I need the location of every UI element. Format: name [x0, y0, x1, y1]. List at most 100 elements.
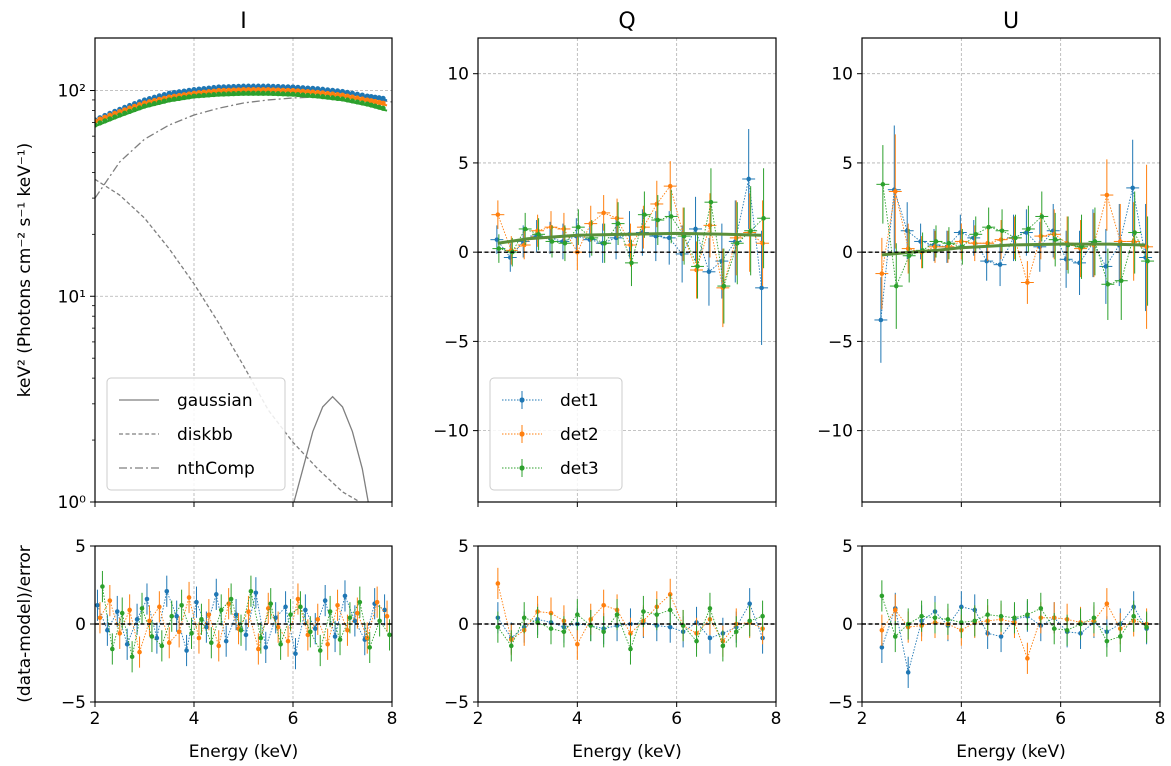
data-point-det3: [1012, 615, 1017, 621]
x-tick-label: 8: [1155, 709, 1166, 729]
data-point-det3: [496, 246, 502, 251]
data-point-det3: [179, 602, 184, 608]
y-tick-label: −5: [444, 693, 469, 713]
data-point-det3: [668, 214, 674, 219]
data-point-det2: [186, 595, 192, 600]
data-point-det3: [576, 224, 581, 230]
data-point-det1: [105, 627, 110, 633]
data-point-det3: [642, 212, 647, 217]
data-point-det2: [575, 641, 580, 647]
data-point-det3: [1092, 239, 1098, 244]
panel-title: Q: [618, 9, 635, 34]
data-point-det1: [293, 651, 298, 656]
plot-area-I_resid: [95, 546, 392, 702]
data-point-det3: [615, 221, 621, 226]
data-point-det3: [1038, 606, 1044, 611]
legend-label: det1: [560, 391, 599, 411]
connector-det3: [498, 202, 764, 287]
plot-area-U_main: [862, 38, 1160, 502]
data-point-det3: [1078, 621, 1083, 627]
axes-frame: [477, 37, 777, 503]
data-point-det1: [342, 593, 348, 599]
plot-area-I_main: [95, 38, 392, 502]
data-point-det2: [667, 183, 673, 189]
panel-U_main: −10 −5 0 5 10 U: [817, 9, 1161, 507]
data-point-det3: [110, 646, 115, 652]
data-point-det1: [1103, 264, 1109, 269]
y-tick-label: 0: [842, 615, 853, 635]
legend-label: det3: [560, 459, 599, 479]
data-point-det2: [561, 226, 567, 232]
data-point-det3: [892, 634, 898, 639]
data-point-det3: [218, 607, 224, 613]
data-point-det1: [184, 648, 189, 653]
y-tick-label: 0: [458, 615, 469, 635]
y-tick-label: 5: [458, 154, 469, 174]
data-point-det2: [548, 224, 554, 230]
model-curve-diskbb: [95, 178, 361, 502]
data-point-det3: [298, 604, 303, 610]
data-point-det2: [1025, 656, 1030, 661]
x-tick-label: 8: [387, 709, 398, 729]
data-point-det3: [549, 239, 555, 244]
y-tick-label: −10: [817, 422, 853, 442]
y-tick-label: 5: [842, 154, 853, 174]
data-point-det3: [347, 615, 353, 621]
data-point-det3: [1025, 612, 1030, 617]
data-point-det2: [601, 210, 606, 216]
data-point-det3: [1039, 214, 1045, 219]
data-point-det2: [972, 240, 978, 246]
axes-frame: [477, 545, 777, 703]
data-point-det3: [327, 609, 333, 614]
data-point-det2: [892, 607, 898, 613]
data-point-det3: [1052, 237, 1058, 242]
data-point-det2: [495, 581, 501, 586]
data-point-det1: [144, 596, 150, 602]
data-point-det1: [263, 645, 269, 650]
data-point-det1: [997, 262, 1003, 267]
data-point-det3: [377, 618, 382, 624]
data-point-det3: [562, 240, 568, 246]
panel-I_resid: 2 4 6 8 −5 0 5 Energy (keV) (data-model)/error: [15, 537, 397, 762]
data-point-det1: [233, 612, 239, 617]
connector-det2: [497, 185, 763, 288]
data-point-det3: [879, 593, 885, 599]
data-point-det3: [548, 626, 554, 631]
data-point-det3: [720, 643, 726, 649]
data-point-det3: [761, 215, 766, 221]
data-point-det1: [706, 269, 712, 275]
y-tick-label: 5: [75, 537, 86, 557]
connector-det3: [101, 586, 390, 657]
x-axis-label: Energy (keV): [572, 742, 682, 762]
data-point-det2: [256, 646, 261, 652]
data-point-det3: [906, 253, 912, 259]
data-point-det2: [384, 613, 390, 619]
data-point-det2: [959, 239, 964, 244]
data-point-det3: [1104, 638, 1110, 644]
data-point-det2: [932, 244, 938, 250]
data-point-det2: [495, 212, 501, 217]
data-point-det3: [258, 635, 264, 641]
data-point-det3: [614, 612, 620, 617]
data-point-det2: [879, 271, 885, 276]
y-tick-label: 10: [831, 65, 853, 85]
x-tick-label: 8: [771, 709, 782, 729]
data-point-det2: [1038, 233, 1044, 239]
legend-marker-dot-det2: [519, 431, 525, 437]
data-point-det2: [905, 246, 911, 251]
data-point-det1: [322, 598, 328, 603]
data-point-det2: [137, 649, 142, 655]
data-point-det3: [734, 240, 740, 246]
legend-label: det2: [560, 425, 599, 445]
x-axis-label: Energy (keV): [189, 742, 299, 762]
data-point-det2: [147, 618, 152, 624]
y-tick-label: −5: [444, 332, 469, 352]
data-point-det3: [919, 613, 924, 619]
data-point-det2: [588, 221, 594, 226]
x-tick-label: 2: [473, 709, 484, 729]
data-point-det1: [998, 634, 1004, 639]
plot-area-Q_main: [478, 38, 776, 502]
model-curve-nthComp: [95, 96, 392, 199]
